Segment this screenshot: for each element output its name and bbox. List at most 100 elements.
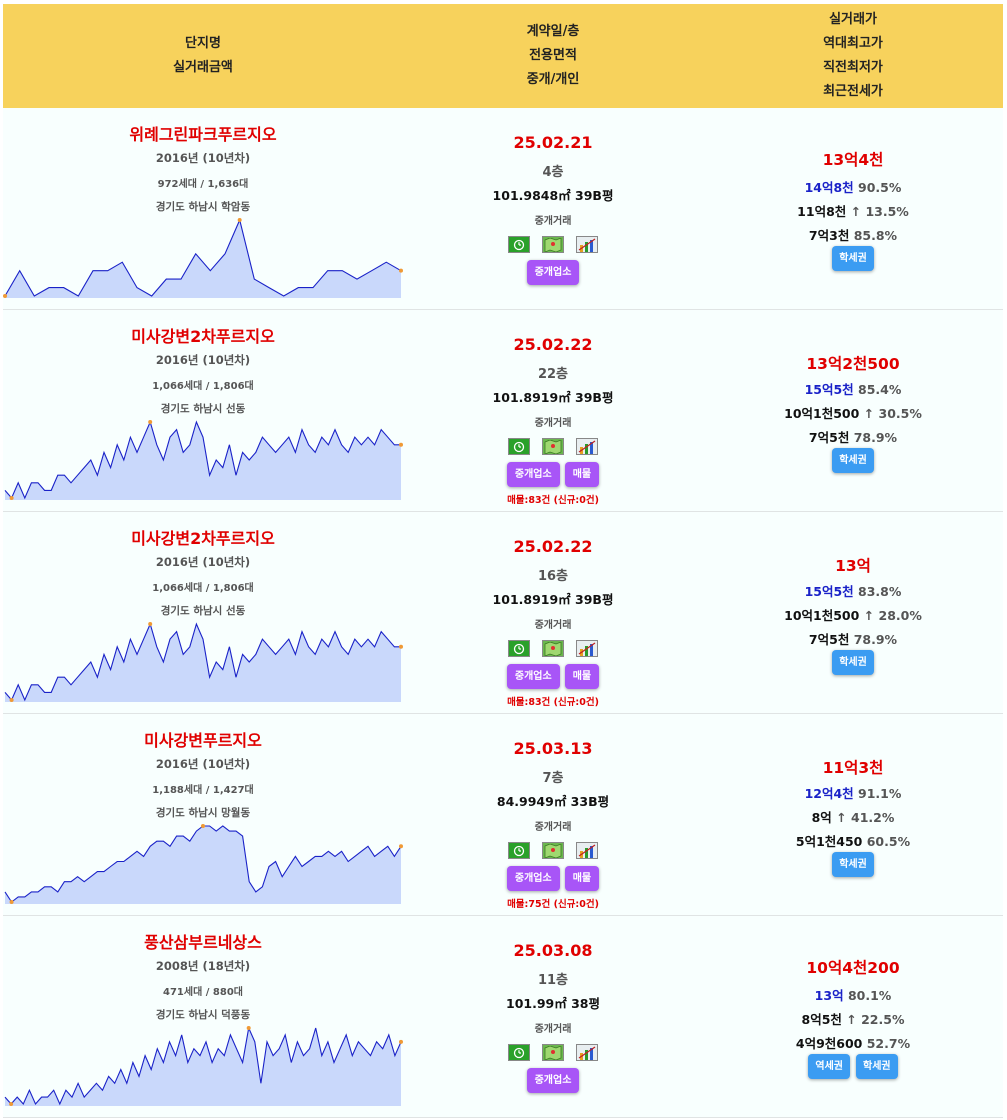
price-trend-chart	[4, 420, 403, 500]
deal-type: 중개거래	[534, 418, 572, 429]
high-percent: 83.8%	[858, 584, 902, 599]
listing-button[interactable]: 매물	[564, 664, 600, 689]
table-row: 미사강변2차푸르지오 2016년 (10년차) 1,066세대 / 1,806대…	[3, 310, 1003, 512]
header-label: 중개/개인	[526, 72, 580, 87]
household-parking: 471세대 / 880대	[163, 987, 243, 998]
area-tag-buttons: 학세권	[703, 650, 1003, 675]
chart-last-marker	[399, 644, 403, 649]
clock-icon[interactable]	[508, 842, 530, 859]
high-price: 15억5천	[804, 382, 854, 397]
table-header: 단지명 실거래금액 계약일/층 전용면적 중개/개인 실거래가 역대최고가 직전…	[3, 4, 1003, 108]
header-label: 역대최고가	[823, 36, 883, 51]
chart-line	[4, 218, 402, 297]
chart-line	[4, 420, 401, 500]
complex-name-link[interactable]: 미사강변2차푸르지오	[131, 327, 275, 346]
recent-jeonse: 7억3천 85.8%	[703, 225, 1003, 244]
school-area-button[interactable]: 학세권	[832, 448, 874, 473]
build-year: 2016년 (10년차)	[155, 555, 251, 569]
header-col-complex: 단지명 실거래금액	[3, 4, 403, 108]
price-trend-chart	[4, 622, 403, 702]
area-tag-buttons: 학세권	[703, 448, 1003, 473]
listing-count: 매물:83건 (신규:0건)	[507, 697, 599, 708]
chart-area	[5, 826, 401, 904]
price-trend-chart	[3, 218, 403, 298]
low-price: 10억1천500	[784, 406, 860, 421]
low-price: 10억1천500	[784, 608, 860, 623]
address: 경기도 하남시 덕풍동	[155, 1009, 251, 1021]
exclusive-area: 101.8919㎡ 39B평	[492, 390, 614, 405]
floor: 11층	[537, 973, 569, 988]
contract-cell: 25.02.22 22층 101.8919㎡ 39B평 중개거래 중개업소 매물 …	[403, 310, 703, 511]
chart-icon[interactable]	[576, 1044, 598, 1061]
station-area-button[interactable]: 역세권	[808, 1054, 850, 1079]
low-price: 8억	[811, 810, 832, 825]
action-buttons: 중개업소	[403, 260, 703, 285]
household-parking: 1,066세대 / 1,806대	[152, 381, 254, 392]
tool-icons	[403, 1044, 703, 1061]
clock-icon[interactable]	[508, 640, 530, 657]
school-area-button[interactable]: 학세권	[832, 650, 874, 675]
chart-icon[interactable]	[576, 438, 598, 455]
household-parking: 1,188세대 / 1,427대	[152, 785, 254, 796]
school-area-button[interactable]: 학세권	[832, 246, 874, 271]
exclusive-area: 84.9949㎡ 33B평	[496, 794, 610, 809]
complex-name-link[interactable]: 미사강변2차푸르지오	[131, 529, 275, 548]
broker-button[interactable]: 중개업소	[506, 462, 560, 487]
chart-min-marker	[3, 294, 7, 298]
map-icon[interactable]	[542, 438, 564, 455]
high-price: 13억	[814, 988, 844, 1003]
chart-last-marker	[399, 442, 403, 447]
clock-icon[interactable]	[508, 236, 530, 253]
high-percent: 91.1%	[858, 786, 902, 801]
rent-percent: 60.5%	[866, 834, 911, 849]
complex-name-link[interactable]: 위례그린파크푸르지오	[129, 125, 277, 144]
exclusive-area: 101.8919㎡ 39B평	[492, 592, 614, 607]
map-icon[interactable]	[542, 236, 564, 253]
previous-low: 8억5천 ↑ 22.5%	[703, 1009, 1003, 1028]
low-percent: ↑ 30.5%	[863, 406, 922, 421]
header-label: 직전최저가	[823, 60, 883, 75]
action-buttons: 중개업소	[403, 1068, 703, 1093]
contract-cell: 25.02.21 4층 101.9848㎡ 39B평 중개거래 중개업소	[403, 108, 703, 309]
header-col-contract: 계약일/층 전용면적 중개/개인	[403, 4, 703, 108]
table-row: 풍산삼부르네상스 2008년 (18년차) 471세대 / 880대 경기도 하…	[3, 916, 1003, 1118]
action-buttons: 중개업소 매물	[403, 866, 703, 891]
action-buttons: 중개업소 매물	[403, 462, 703, 487]
chart-icon[interactable]	[576, 842, 598, 859]
recent-jeonse: 7억5천 78.9%	[703, 427, 1003, 446]
table-row: 미사강변푸르지오 2016년 (10년차) 1,188세대 / 1,427대 경…	[3, 714, 1003, 916]
chart-min-marker	[9, 698, 14, 702]
clock-icon[interactable]	[508, 1044, 530, 1061]
high-percent: 85.4%	[858, 382, 902, 397]
chart-icon[interactable]	[576, 236, 598, 253]
floor: 4층	[542, 165, 564, 180]
complex-name-link[interactable]: 미사강변푸르지오	[144, 731, 262, 750]
tool-icons	[403, 842, 703, 859]
low-percent: ↑ 13.5%	[850, 204, 909, 219]
broker-button[interactable]: 중개업소	[506, 664, 560, 689]
rent-percent: 78.9%	[853, 632, 898, 647]
contract-date: 25.03.13	[513, 739, 593, 758]
all-time-high: 13억 80.1%	[703, 985, 1003, 1004]
broker-button[interactable]: 중개업소	[526, 1068, 580, 1093]
map-icon[interactable]	[542, 1044, 564, 1061]
clock-icon[interactable]	[508, 438, 530, 455]
listing-button[interactable]: 매물	[564, 462, 600, 487]
complex-cell: 미사강변2차푸르지오 2016년 (10년차) 1,066세대 / 1,806대…	[3, 310, 403, 511]
school-area-button[interactable]: 학세권	[832, 852, 874, 877]
complex-name-link[interactable]: 풍산삼부르네상스	[144, 933, 262, 952]
chart-icon[interactable]	[576, 640, 598, 657]
school-area-button[interactable]: 학세권	[856, 1054, 898, 1079]
map-icon[interactable]	[542, 842, 564, 859]
trade-price: 10억4천200	[806, 959, 900, 977]
price-trend-chart	[4, 824, 403, 904]
broker-button[interactable]: 중개업소	[526, 260, 580, 285]
broker-button[interactable]: 중개업소	[506, 866, 560, 891]
map-icon[interactable]	[542, 640, 564, 657]
household-parking: 1,066세대 / 1,806대	[152, 583, 254, 594]
rent-percent: 85.8%	[853, 228, 898, 243]
address: 경기도 하남시 선동	[160, 403, 246, 415]
header-label: 실거래금액	[173, 60, 233, 75]
listing-button[interactable]: 매물	[564, 866, 600, 891]
table-row: 위례그린파크푸르지오 2016년 (10년차) 972세대 / 1,636대 경…	[3, 108, 1003, 310]
